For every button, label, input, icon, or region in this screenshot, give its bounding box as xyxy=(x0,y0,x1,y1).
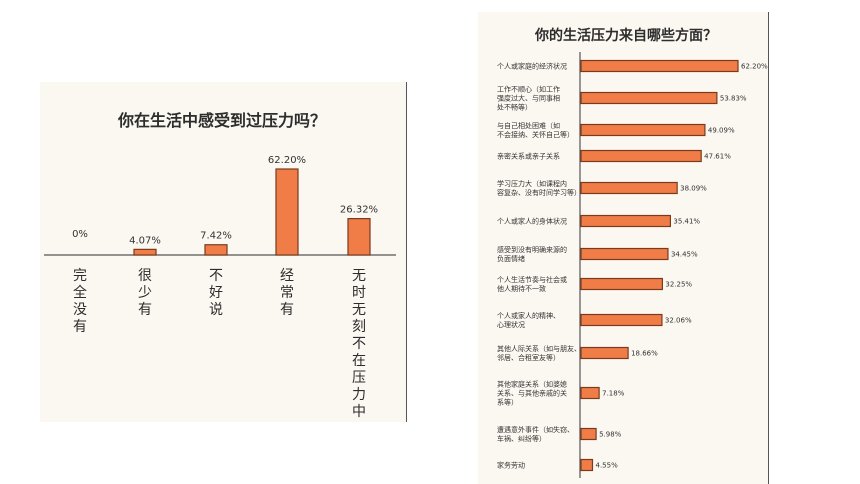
data-label: 7.18% xyxy=(602,390,625,398)
category-label: 其他人际关系（如与朋友、邻居、合租室友等） xyxy=(497,344,581,362)
chart-title: 你的生活压力来自哪些方面？ xyxy=(534,27,717,44)
bar xyxy=(580,123,706,137)
divider-line xyxy=(768,12,769,484)
bar xyxy=(580,59,739,73)
bar xyxy=(580,386,600,400)
category-label: 完全没有 xyxy=(73,268,87,335)
data-label: 0% xyxy=(72,229,88,240)
category-label: 遭遇意外事件（如失窃、车祸、纠纷等） xyxy=(497,425,574,443)
category-label: 个人或家人的身体状况 xyxy=(497,217,567,226)
category-label: 不好说 xyxy=(209,268,223,318)
bar xyxy=(133,248,157,256)
data-label: 47.61% xyxy=(704,153,731,161)
data-label: 18.66% xyxy=(631,350,658,358)
category-label: 工作不顺心（如工作强度过大、与同事相处不畅等） xyxy=(497,85,560,112)
data-label: 53.83% xyxy=(720,95,747,103)
data-label: 32.06% xyxy=(665,317,692,325)
data-label: 4.55% xyxy=(595,462,618,470)
data-label: 62.20% xyxy=(741,63,768,71)
bar xyxy=(580,346,629,360)
data-label: 62.20% xyxy=(268,155,306,166)
bar xyxy=(275,168,299,256)
category-label: 学习压力大（如课程内容复杂、没有时间学习等） xyxy=(497,179,581,197)
data-label: 5.98% xyxy=(599,431,622,439)
data-label: 49.09% xyxy=(708,127,735,135)
bar xyxy=(347,218,371,256)
bar xyxy=(580,149,702,163)
data-label: 26.32% xyxy=(340,205,378,216)
category-label: 个人生活节奏与社会或他人期待不一致 xyxy=(497,275,567,293)
bar xyxy=(580,277,664,291)
category-label: 感受到没有明确来源的负面情绪 xyxy=(497,245,567,263)
bar xyxy=(580,91,718,105)
bar xyxy=(580,247,669,261)
data-label: 35.41% xyxy=(673,218,700,226)
category-label: 经常有 xyxy=(280,268,294,318)
bar xyxy=(580,427,597,441)
bar xyxy=(580,181,678,195)
category-label: 无时无刻不在压力中 xyxy=(352,268,366,420)
category-label: 家务劳动 xyxy=(497,461,525,470)
divider-line xyxy=(406,82,407,422)
category-label: 亲密关系或亲子关系 xyxy=(497,152,560,161)
category-label: 其他家庭关系（如婆媳关系、与其他亲戚的关系等） xyxy=(497,380,567,407)
data-label: 38.09% xyxy=(680,185,707,193)
data-label: 4.07% xyxy=(129,235,161,246)
data-label: 7.42% xyxy=(200,231,232,242)
category-label: 很少有 xyxy=(138,268,152,318)
bar xyxy=(580,458,594,472)
category-label: 与自己相处困难（如不会接纳、关怀自己等） xyxy=(497,121,574,139)
data-label: 34.45% xyxy=(671,251,698,259)
bar xyxy=(580,214,671,228)
bar xyxy=(204,244,228,256)
bar xyxy=(580,313,663,327)
category-label: 个人或家庭的经济状况 xyxy=(497,62,567,71)
data-label: 32.25% xyxy=(665,281,692,289)
chart-title: 你在生活中感受到过压力吗？ xyxy=(117,111,326,130)
category-label: 个人或家人的精神、心理状况 xyxy=(497,311,560,329)
